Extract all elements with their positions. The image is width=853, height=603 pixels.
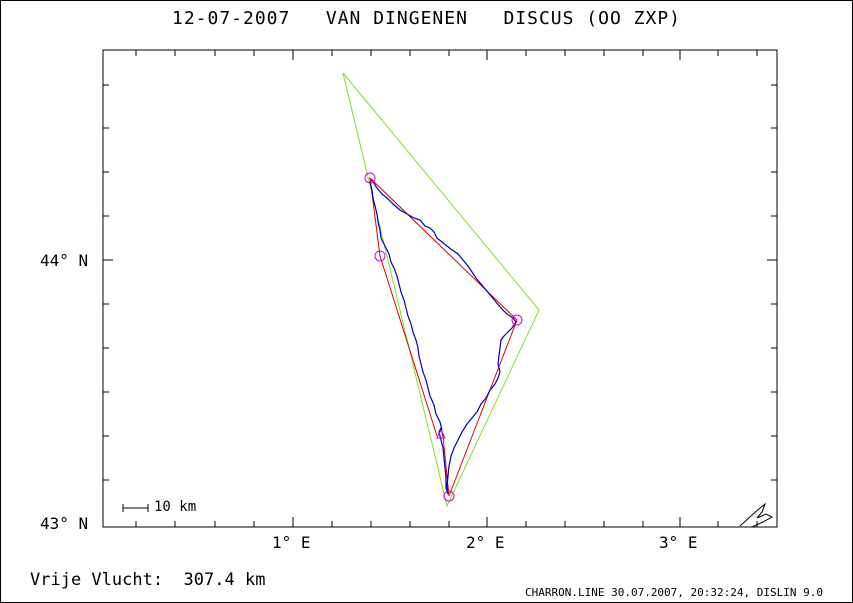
fai-triangle xyxy=(342,72,540,508)
axis-ticks xyxy=(103,50,777,527)
plot-frame xyxy=(102,49,778,528)
flight-track xyxy=(369,179,517,495)
scale-bar-line xyxy=(122,504,149,512)
task-line xyxy=(369,176,518,497)
page-title: 12-07-2007 VAN DINGENEN DISCUS (OO ZXP) xyxy=(0,8,853,29)
lon-label-3e: 3° E xyxy=(659,533,698,552)
turnpoint-marker-4 xyxy=(374,250,386,262)
title-glider: DISCUS (OO ZXP) xyxy=(503,8,681,29)
distance-label: Vrije Vlucht: xyxy=(30,570,164,590)
start-marker xyxy=(436,428,446,439)
distance-summary: Vrije Vlucht: 307.4 km xyxy=(30,570,265,590)
lat-label-43: 43° N xyxy=(40,514,89,533)
scale-bar-label: 10 km xyxy=(154,499,197,515)
title-pilot: VAN DINGENEN xyxy=(325,8,468,29)
credit-line: CHARRON.LINE 30.07.2007, 20:32:24, DISLI… xyxy=(524,586,823,599)
title-date: 12-07-2007 xyxy=(171,8,291,29)
turnpoint-marker-3 xyxy=(443,490,455,502)
turnpoint-marker-2 xyxy=(511,314,523,326)
lat-label-44: 44° N xyxy=(40,251,89,270)
lon-label-1e: 1° E xyxy=(272,533,311,552)
coastline xyxy=(739,502,774,528)
turnpoint-marker-1 xyxy=(364,172,376,184)
lon-label-2e: 2° E xyxy=(466,533,505,552)
distance-value: 307.4 km xyxy=(183,570,266,590)
